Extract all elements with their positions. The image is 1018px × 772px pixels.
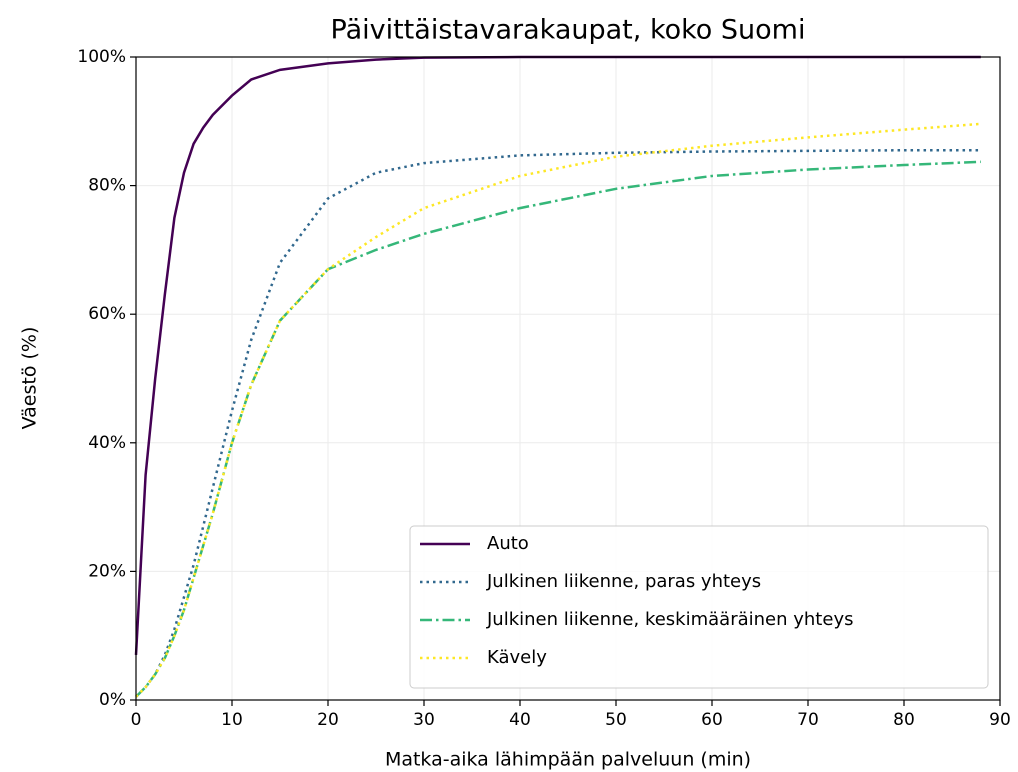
- y-tick-label: 100%: [77, 47, 126, 67]
- series-line: [135, 160, 981, 698]
- x-tick-label: 60: [701, 710, 723, 730]
- legend-label: Auto: [487, 533, 529, 554]
- x-tick-label: 90: [989, 710, 1011, 730]
- legend-box: [409, 525, 989, 689]
- x-axis-label: Matka-aika lähimpään palveluun (min): [385, 749, 751, 771]
- y-tick-label: 0%: [99, 690, 126, 710]
- x-tick-label: 10: [221, 710, 243, 730]
- y-tick-label: 20%: [88, 561, 126, 581]
- legend-label: Kävely: [487, 647, 547, 668]
- chart-title: Päivittäistavarakaupat, koko Suomi: [331, 15, 806, 46]
- x-tick-label: 70: [797, 710, 819, 730]
- y-tick-label: 60%: [88, 304, 126, 324]
- y-tick-label: 80%: [88, 176, 126, 196]
- y-tick-label: 40%: [88, 433, 126, 453]
- x-tick-label: 50: [605, 710, 627, 730]
- legend-label: Julkinen liikenne, keskimääräinen yhteys: [486, 609, 853, 630]
- x-tick-label: 40: [509, 710, 531, 730]
- legend-label: Julkinen liikenne, paras yhteys: [486, 571, 761, 592]
- plot-frame: [135, 56, 1001, 701]
- x-tick-label: 30: [413, 710, 435, 730]
- x-tick-label: 20: [317, 710, 339, 730]
- series-line: [135, 148, 981, 698]
- series-line: [135, 122, 981, 698]
- y-axis-label: Väestö (%): [19, 327, 41, 430]
- x-tick-label: 0: [131, 710, 142, 730]
- x-tick-label: 80: [893, 710, 915, 730]
